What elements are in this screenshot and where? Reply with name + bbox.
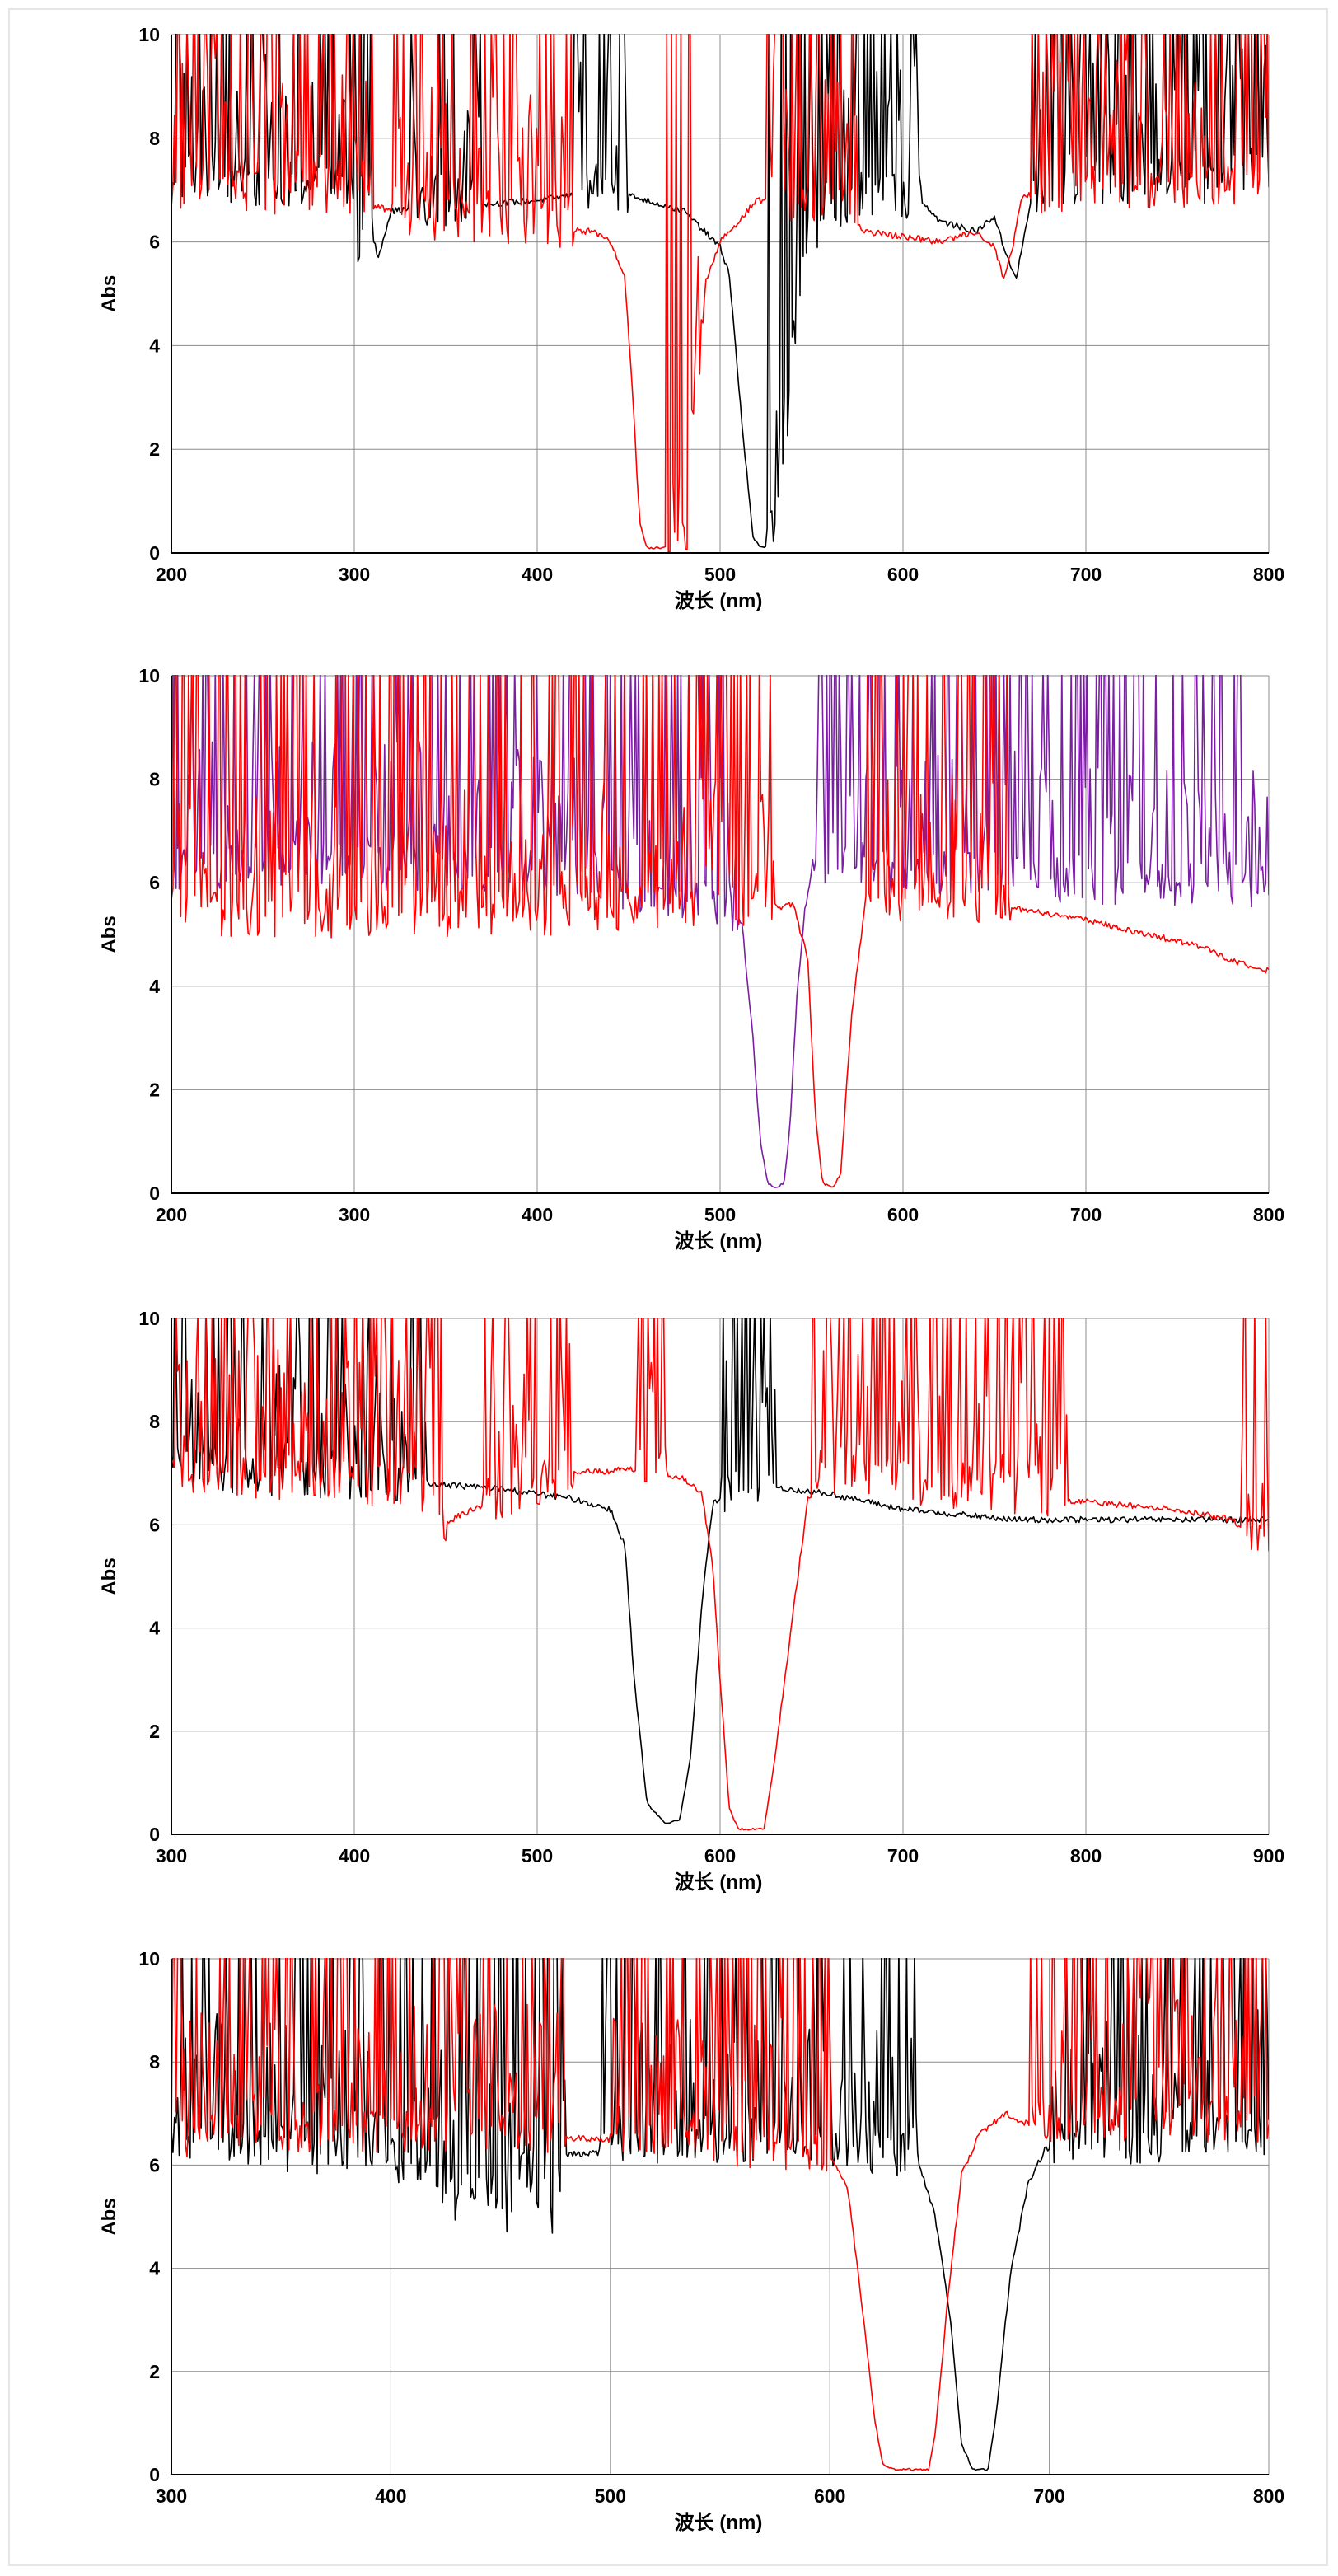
series-line-red [171, 34, 1269, 553]
x-tick-label: 600 [887, 1204, 919, 1225]
y-tick-label: 2 [149, 1079, 160, 1100]
x-tick-label: 200 [156, 1204, 187, 1225]
y-tick-label: 0 [149, 2464, 160, 2485]
x-axis-title: 波长 (nm) [675, 1230, 763, 1253]
y-tick-label: 2 [149, 2361, 160, 2382]
x-tick-label: 400 [522, 1204, 553, 1225]
y-tick-label: 10 [138, 665, 160, 686]
y-axis-title: Abs [98, 916, 120, 953]
x-tick-label: 400 [375, 2485, 406, 2507]
x-tick-label: 800 [1070, 1845, 1102, 1866]
y-tick-label: 2 [149, 1721, 160, 1742]
x-tick-label: 300 [339, 1204, 370, 1225]
y-tick-label: 2 [149, 438, 160, 460]
x-tick-label: 600 [704, 1845, 736, 1866]
x-tick-label: 800 [1253, 2485, 1284, 2507]
series-line-red [171, 675, 1269, 1188]
x-tick-label: 200 [156, 564, 187, 585]
y-tick-label: 8 [149, 128, 160, 149]
y-tick-label: 6 [149, 872, 160, 893]
x-axis-title: 波长 (nm) [675, 2512, 763, 2534]
y-tick-label: 0 [149, 1183, 160, 1204]
x-tick-label: 600 [887, 564, 919, 585]
x-tick-label: 800 [1253, 564, 1284, 585]
chart-panel-1: 200 300 400 500 600 700 800 0 2 4 6 8 10 波长 (nm) Abs [98, 24, 1284, 612]
x-tick-label: 700 [1033, 2485, 1064, 2507]
chart-panel-2: 200 300 400 500 600 700 800 0 2 4 6 8 10 波长 (nm) Abs [98, 665, 1284, 1253]
x-tick-label: 700 [887, 1845, 919, 1866]
y-tick-label: 10 [138, 1948, 160, 1969]
x-tick-label: 300 [339, 564, 370, 585]
y-tick-label: 4 [149, 1618, 160, 1639]
y-tick-label: 8 [149, 769, 160, 790]
y-tick-label: 10 [138, 24, 160, 45]
x-tick-label: 300 [156, 1845, 187, 1866]
y-tick-label: 0 [149, 542, 160, 564]
x-tick-label: 400 [522, 564, 553, 585]
x-tick-label: 500 [595, 2485, 626, 2507]
x-tick-label: 400 [339, 1845, 370, 1866]
x-tick-label: 500 [522, 1845, 553, 1866]
y-tick-label: 10 [138, 1308, 160, 1329]
x-tick-label: 800 [1253, 1204, 1284, 1225]
series-line-black [171, 1318, 1269, 1824]
y-axis-title: Abs [98, 275, 120, 312]
y-tick-label: 0 [149, 1824, 160, 1845]
y-tick-label: 4 [149, 2258, 160, 2279]
y-tick-label: 8 [149, 1411, 160, 1432]
y-tick-label: 4 [149, 335, 160, 356]
y-tick-label: 4 [149, 976, 160, 997]
x-tick-label: 900 [1253, 1845, 1284, 1866]
x-tick-label: 500 [704, 564, 736, 585]
x-tick-label: 700 [1070, 1204, 1102, 1225]
figure-border [8, 8, 1328, 2566]
y-axis-title: Abs [98, 1557, 120, 1595]
y-axis-title: Abs [98, 2198, 120, 2235]
x-tick-label: 500 [704, 1204, 736, 1225]
x-tick-label: 300 [156, 2485, 187, 2507]
x-tick-label: 600 [814, 2485, 845, 2507]
x-tick-label: 700 [1070, 564, 1102, 585]
chart-panel-3: 300 400 500 600 700 800 900 0 2 4 6 8 10 波长 (nm) Abs [98, 1308, 1284, 1894]
x-axis-title: 波长 (nm) [675, 590, 763, 612]
series-line-red [171, 1318, 1269, 1831]
series-line-red [171, 1958, 1269, 2471]
y-tick-label: 6 [149, 1514, 160, 1535]
chart-panel-4: 300 400 500 600 700 800 0 2 4 6 8 10 波长 (nm) Abs [98, 1948, 1284, 2534]
y-tick-label: 6 [149, 2154, 160, 2176]
y-tick-label: 6 [149, 232, 160, 253]
y-tick-label: 8 [149, 2051, 160, 2073]
x-axis-title: 波长 (nm) [675, 1871, 763, 1894]
